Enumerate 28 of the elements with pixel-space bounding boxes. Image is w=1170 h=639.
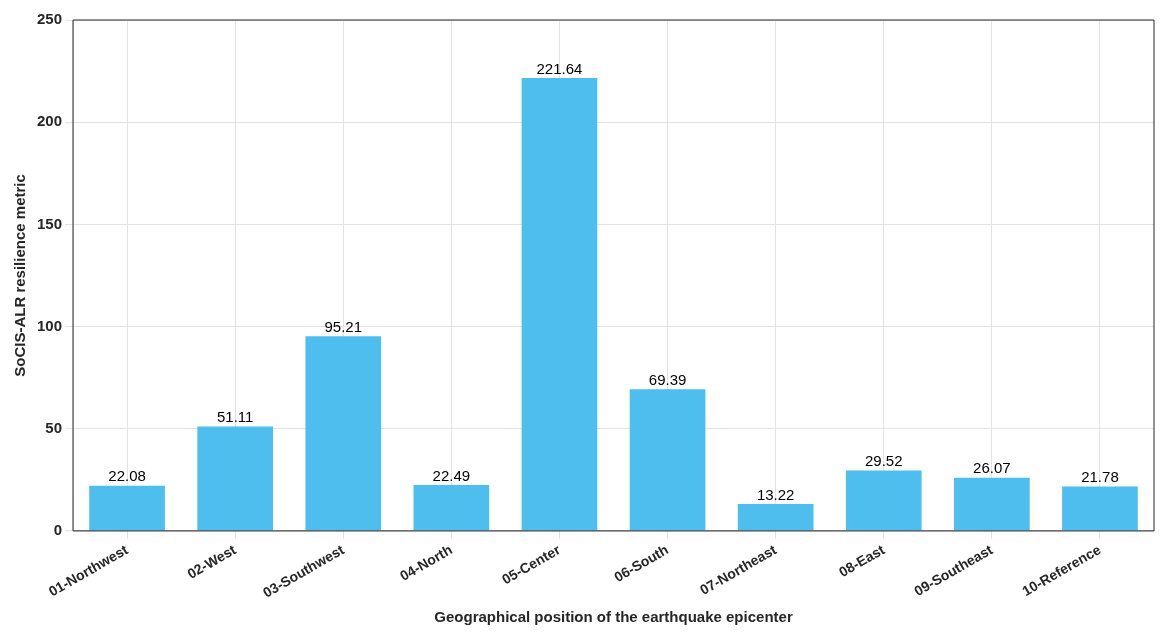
y-tick-label: 50 (45, 418, 63, 436)
bar (737, 503, 814, 531)
data-label: 22.08 (108, 467, 146, 485)
bar (521, 77, 598, 531)
y-tick-label: 250 (37, 10, 63, 28)
bar (305, 336, 382, 531)
y-tick-label: 100 (37, 316, 63, 334)
data-label: 221.64 (536, 59, 583, 77)
data-label: 69.39 (648, 370, 687, 388)
bar (954, 477, 1030, 531)
bar (1062, 486, 1138, 531)
data-label: 51.11 (216, 408, 254, 426)
bar (845, 470, 922, 531)
bar (197, 426, 274, 531)
data-label: 29.52 (864, 452, 903, 470)
data-label: 22.49 (432, 466, 471, 484)
y-tick-label: 0 (53, 521, 63, 539)
data-label: 13.22 (756, 485, 795, 503)
bar (413, 484, 490, 531)
x-axis-title: Geographical position of the earthquake epicenter (434, 608, 793, 626)
y-tick-label: 200 (37, 112, 63, 130)
data-label: 26.07 (973, 459, 1011, 477)
data-label: 95.21 (324, 318, 363, 335)
data-label: 21.78 (1081, 468, 1119, 486)
bar (89, 485, 165, 531)
y-axis-title: SoCIS-ALR resilience metric (11, 174, 29, 377)
bar (629, 389, 706, 531)
y-tick-label: 150 (37, 214, 63, 232)
